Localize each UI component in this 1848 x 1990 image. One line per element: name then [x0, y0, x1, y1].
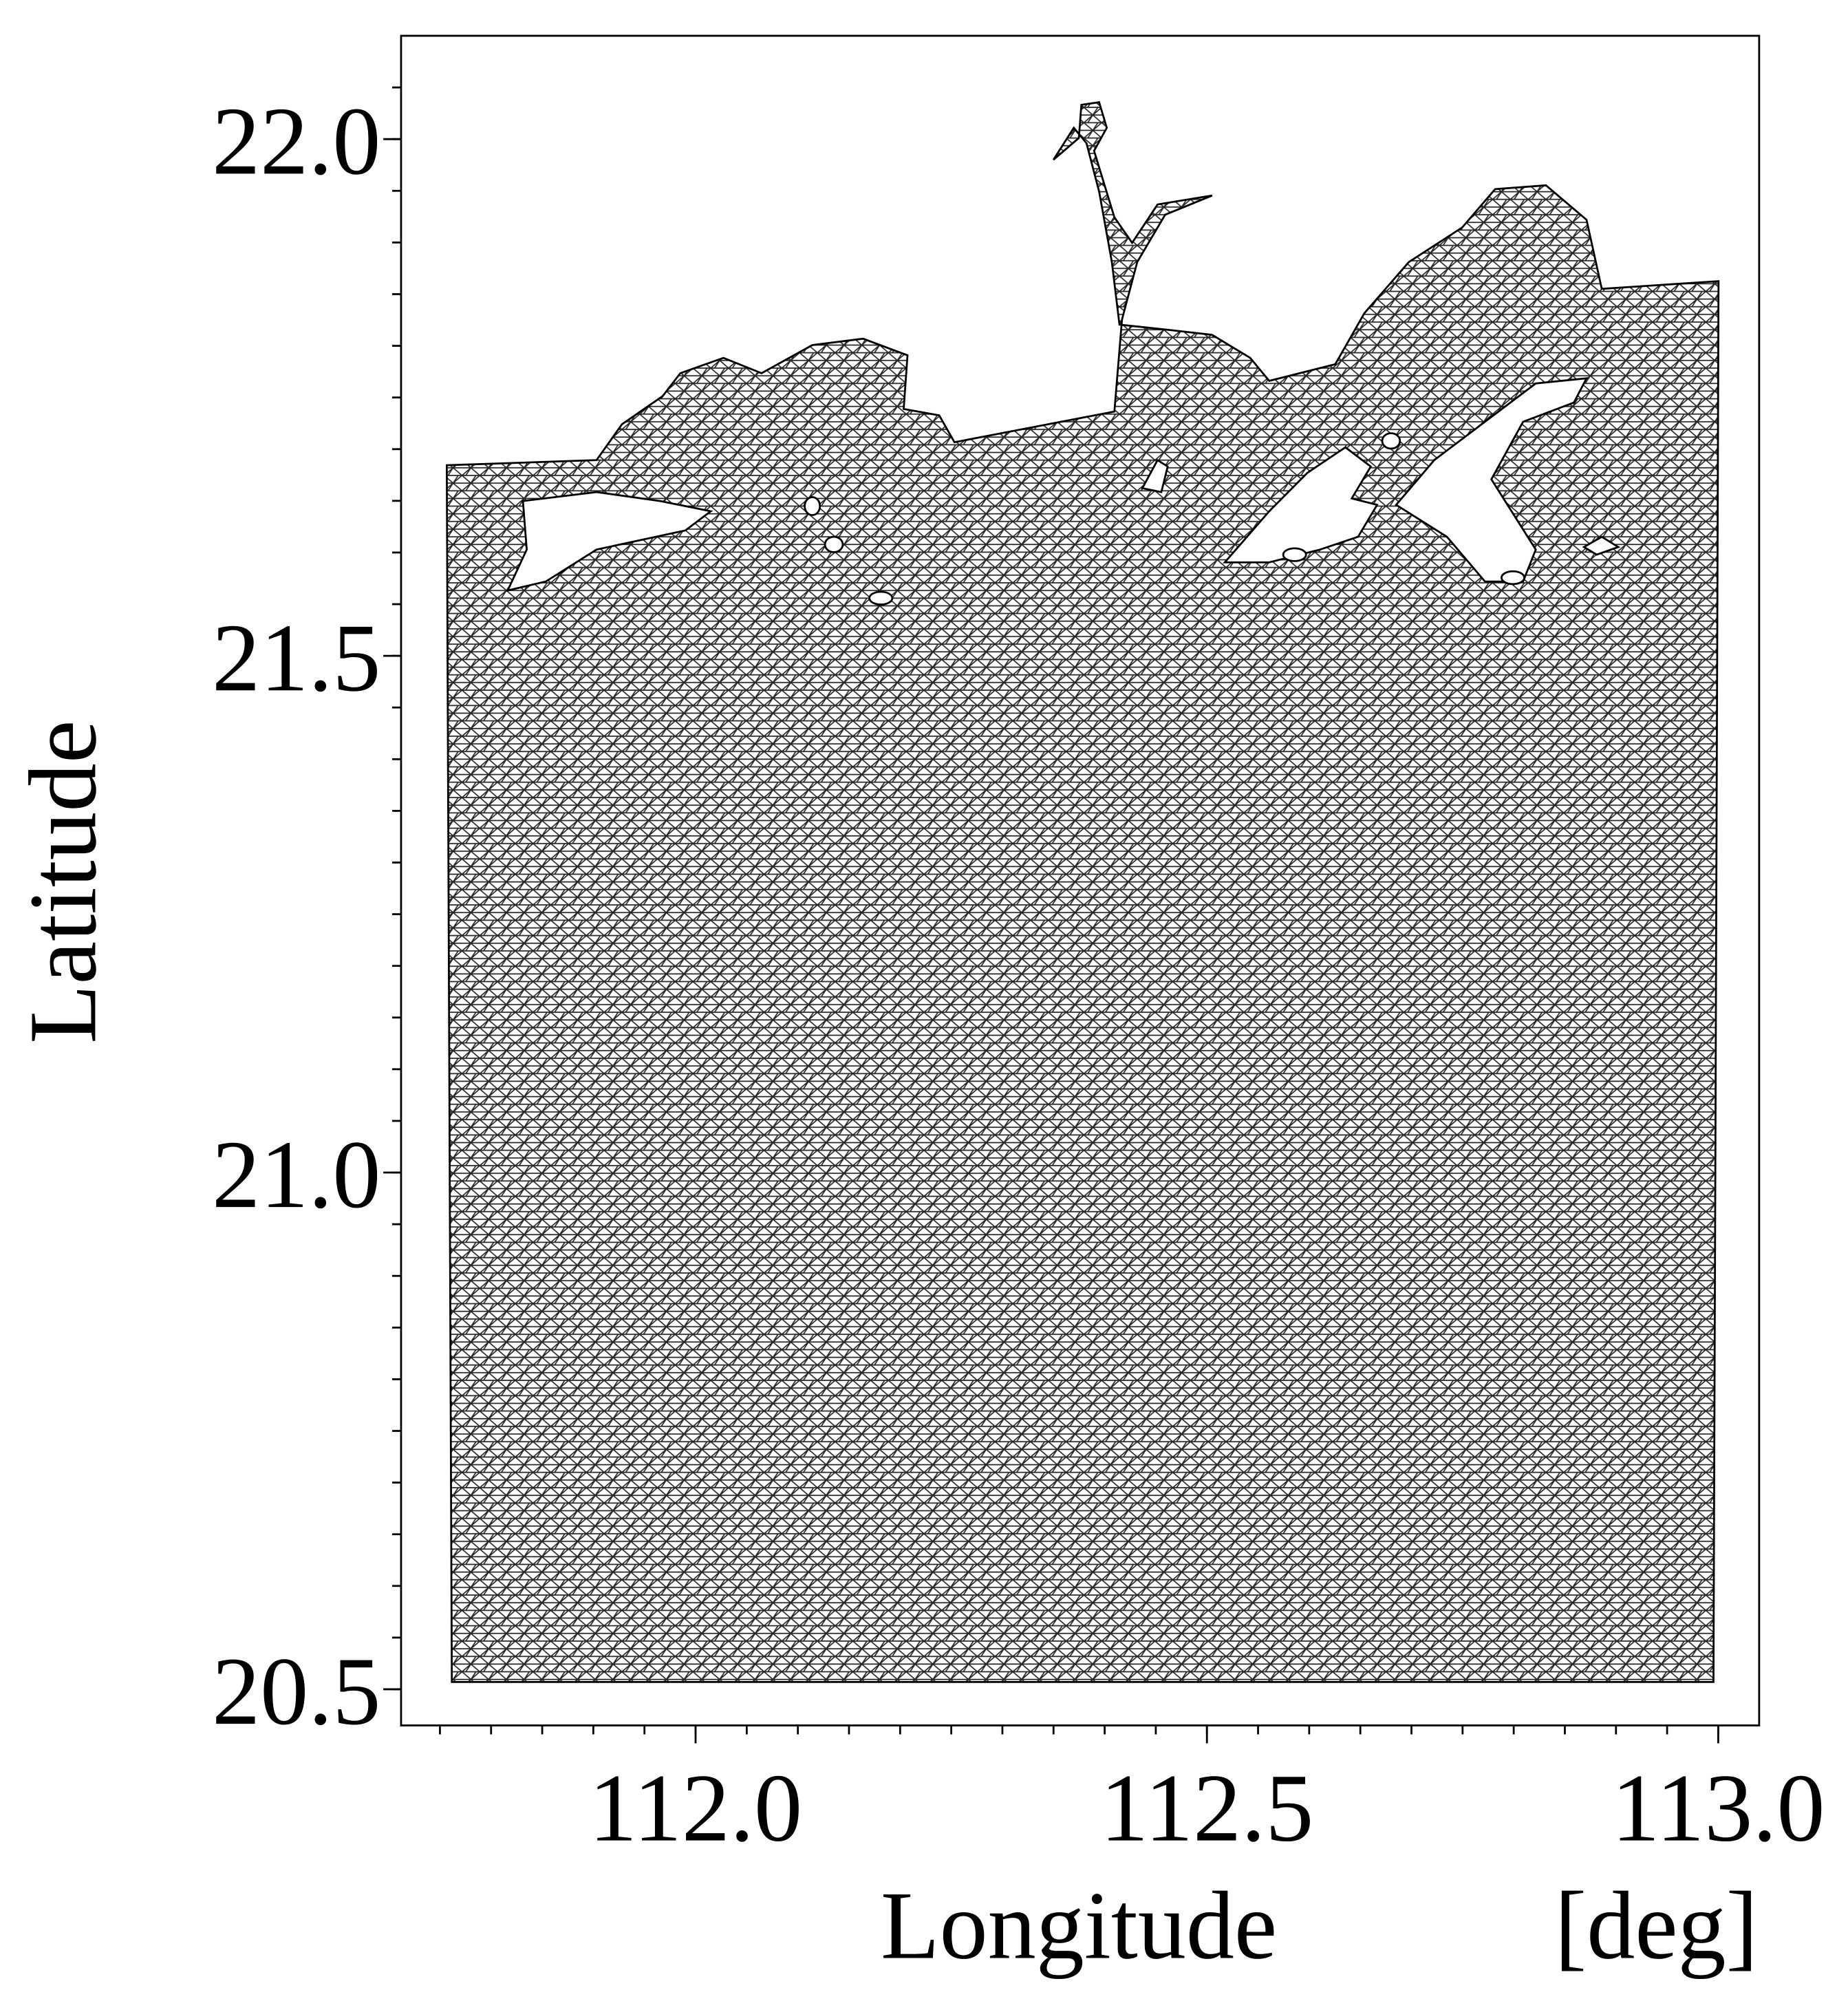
mesh-domain [445, 101, 1720, 1683]
x-tick-label: 112.5 [1100, 1755, 1313, 1862]
y-tick-label: 22.0 [212, 88, 380, 195]
x-tick-label: 112.0 [589, 1755, 802, 1862]
y-axis-label: Latitude [10, 720, 116, 1043]
islet [1282, 547, 1307, 562]
x-axis-label: Longitude [881, 1872, 1277, 1980]
y-tick-label: 20.5 [212, 1638, 380, 1746]
x-axis-unit: [deg] [1555, 1872, 1759, 1980]
islet [1500, 570, 1525, 586]
islet [824, 535, 844, 553]
islet [1381, 432, 1401, 450]
island [1395, 377, 1589, 583]
y-tick-label: 21.0 [212, 1122, 380, 1229]
island [1582, 535, 1621, 556]
y-tick-label: 21.5 [212, 605, 380, 712]
axes-frame [400, 34, 1761, 1726]
islet [804, 496, 821, 516]
island [1141, 458, 1169, 493]
mesh-triangles [447, 102, 1719, 1682]
x-tick-label: 113.0 [1611, 1755, 1825, 1862]
island [506, 491, 713, 592]
islet [868, 590, 894, 606]
